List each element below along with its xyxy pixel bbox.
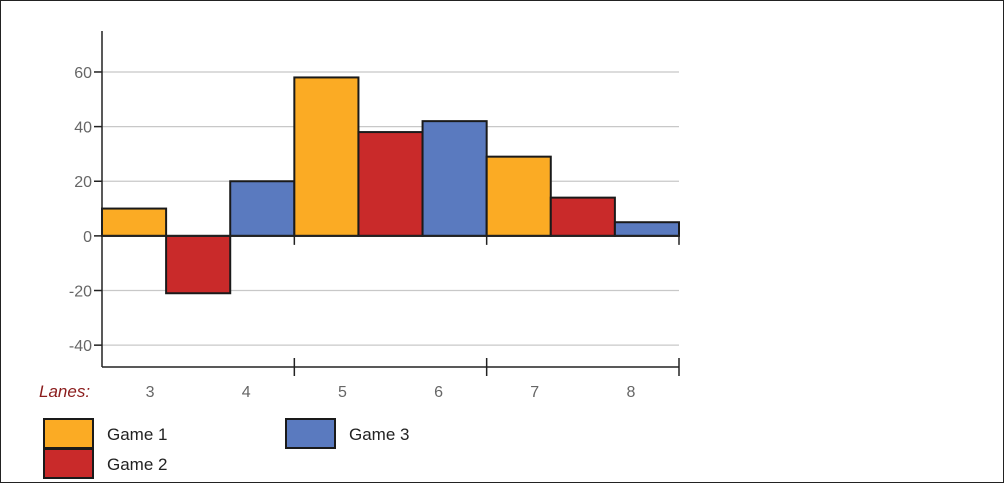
x-tick-label: 3 [146,384,155,401]
bar[interactable] [101,207,168,237]
x-tick-label: 6 [434,384,443,401]
bar[interactable] [485,155,552,237]
x-axis-label: Lanes: [39,382,90,401]
y-tick-label: 20 [74,174,92,191]
legend-label: Game 2 [107,455,167,474]
bar[interactable] [229,180,296,237]
legend-swatch [43,448,94,479]
legend-label: Game 3 [349,425,409,444]
x-tick-label: 4 [242,384,251,401]
legend-swatch [43,418,94,449]
legend-swatch [285,418,336,449]
y-tick-label: -20 [69,284,92,301]
y-tick-label: 0 [83,229,92,246]
bar[interactable] [357,131,424,237]
bar[interactable] [421,120,488,237]
bar[interactable] [165,234,232,295]
bar[interactable] [549,196,616,237]
bar[interactable] [293,76,360,237]
y-tick-label: 60 [74,65,92,82]
bar[interactable] [613,221,681,237]
x-tick-label: 5 [338,384,347,401]
x-tick-label: 7 [530,384,539,401]
y-tick-label: 40 [74,120,92,137]
y-tick-label: -40 [69,338,92,355]
legend-label: Game 1 [107,425,167,444]
x-tick-label: 8 [626,384,635,401]
